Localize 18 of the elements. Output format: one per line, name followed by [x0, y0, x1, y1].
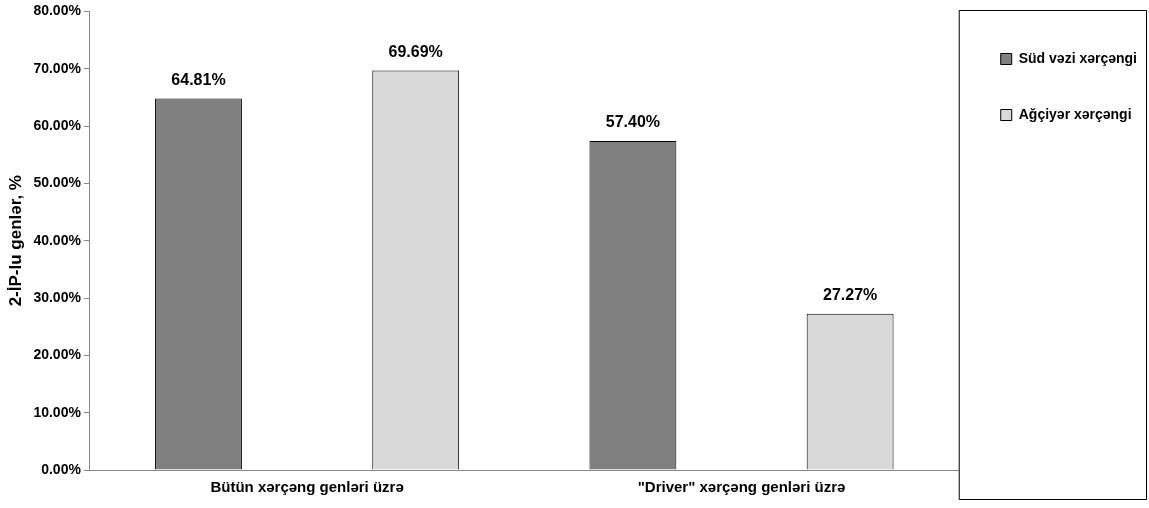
x-tick-label: "Driver" xərçəng genləri üzrə [637, 478, 846, 496]
y-tick-label: 50.00% [33, 174, 82, 191]
y-tick-label: 20.00% [33, 346, 82, 363]
y-tick-label: 30.00% [33, 288, 82, 305]
y-tick-label: 70.00% [33, 59, 82, 76]
legend-label: Süd vəzi xərçəngi [1018, 49, 1138, 66]
data-label: 64.81% [171, 70, 226, 88]
y-axis-title: 2-İP-lu genlər, % [5, 175, 25, 307]
legend-label: Ağçiyər xərçəngi [1018, 105, 1132, 122]
y-tick-label: 40.00% [33, 231, 82, 248]
y-tick-label: 60.00% [33, 116, 82, 133]
x-tick-label: Bütün xərçəng genləri üzrə [210, 478, 404, 496]
y-tick-label: 0.00% [41, 460, 82, 477]
y-tick-label: 10.00% [33, 403, 82, 420]
data-label: 69.69% [388, 42, 443, 60]
y-tick-label: 80.00% [33, 2, 82, 19]
data-label: 27.27% [822, 286, 878, 304]
data-label: 57.40% [605, 113, 661, 131]
